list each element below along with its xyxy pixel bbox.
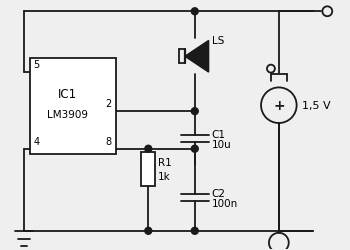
Polygon shape xyxy=(185,41,209,73)
Text: +: + xyxy=(273,99,285,113)
Circle shape xyxy=(145,228,152,234)
Text: 4: 4 xyxy=(34,136,40,146)
Circle shape xyxy=(191,228,198,234)
Text: C2: C2 xyxy=(212,188,226,198)
Circle shape xyxy=(145,146,152,152)
Text: C1: C1 xyxy=(212,130,226,140)
Text: 100n: 100n xyxy=(212,198,238,208)
Text: 1,5 V: 1,5 V xyxy=(302,101,330,111)
Text: 2: 2 xyxy=(105,99,112,109)
Circle shape xyxy=(191,9,198,16)
Circle shape xyxy=(191,108,198,115)
Text: LS: LS xyxy=(212,36,224,46)
Text: LM3909: LM3909 xyxy=(47,109,88,119)
Bar xyxy=(30,58,116,154)
Text: 10u: 10u xyxy=(212,140,231,150)
Text: 1k: 1k xyxy=(158,171,171,181)
Text: 8: 8 xyxy=(106,136,112,146)
Text: IC1: IC1 xyxy=(58,88,77,101)
Circle shape xyxy=(191,146,198,152)
Bar xyxy=(141,152,155,186)
Text: 5: 5 xyxy=(34,60,40,69)
Text: R1: R1 xyxy=(158,158,172,168)
